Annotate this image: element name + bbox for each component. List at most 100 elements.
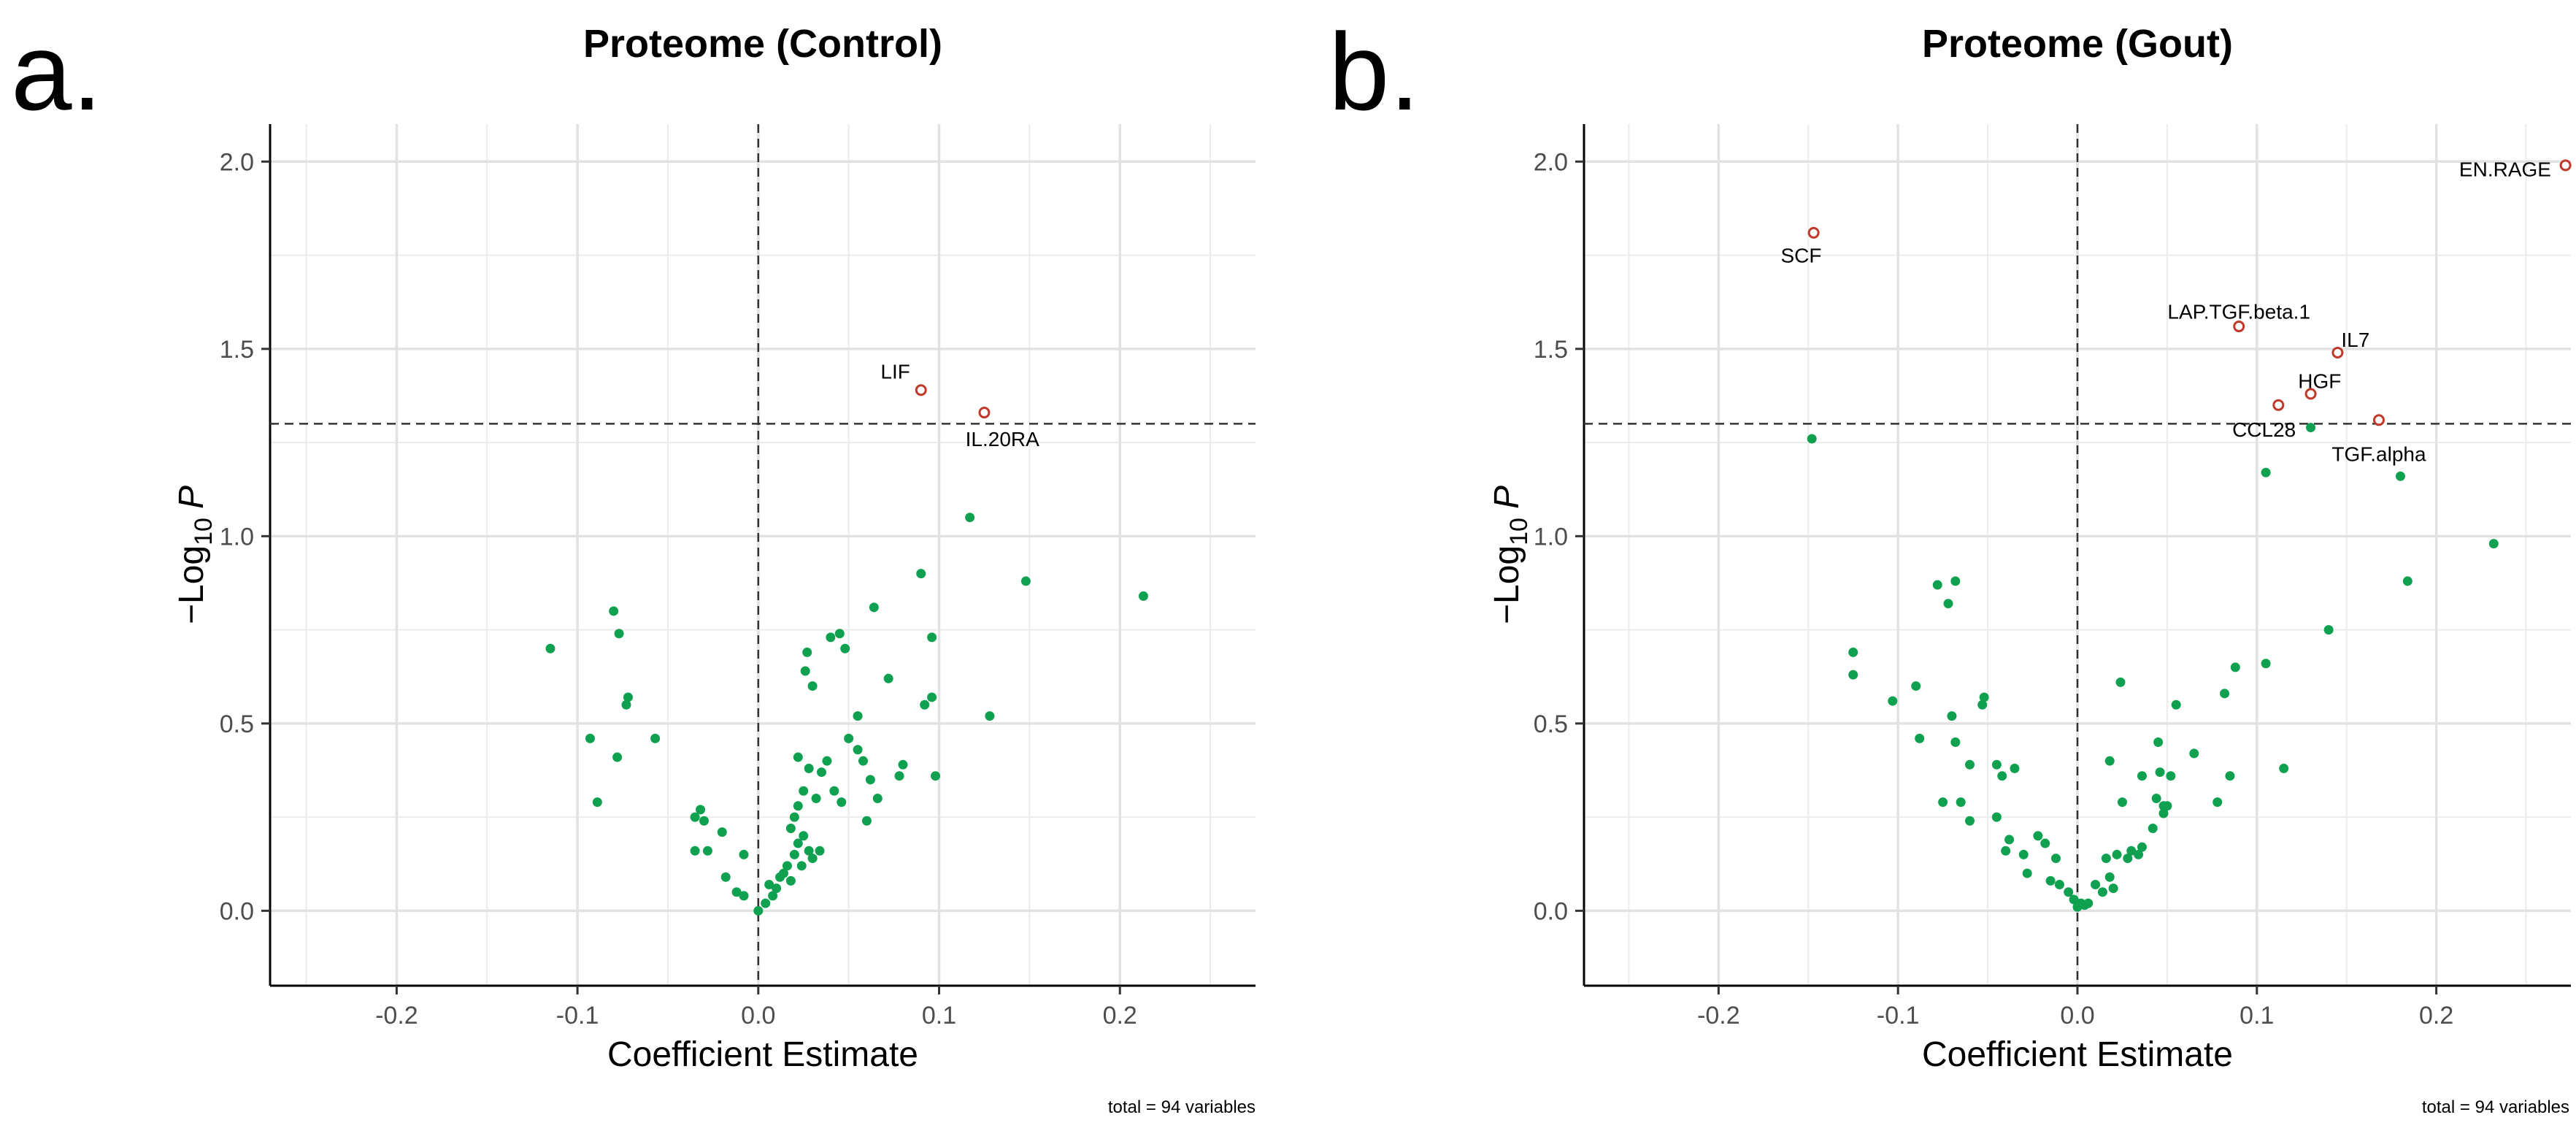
data-point xyxy=(2104,756,2115,766)
panel-control: -0.2 -0.1 0.0 0.1 0.2 0.0 0.5 1.0 1.5 2.0 LIF IL.20… xyxy=(11,10,1256,1117)
data-point xyxy=(2033,831,2043,841)
y-tick-label: 0.5 xyxy=(1534,710,1568,738)
data-point xyxy=(1138,591,1148,601)
data-point xyxy=(690,812,700,822)
y-tick-label: 1.0 xyxy=(1534,523,1568,551)
data-point xyxy=(1938,797,1948,808)
data-point xyxy=(796,861,807,871)
data-point xyxy=(800,666,810,676)
data-point xyxy=(872,793,883,803)
data-point xyxy=(778,868,788,878)
data-point xyxy=(883,673,893,683)
data-point xyxy=(789,849,799,859)
data-point xyxy=(2083,898,2094,908)
y-axis-title-subscript: 10 xyxy=(190,518,218,545)
data-point xyxy=(731,887,742,897)
x-axis-title: Coefficient Estimate xyxy=(1922,1035,2233,1074)
data-point xyxy=(2004,835,2015,845)
data-point xyxy=(761,898,771,908)
data-point xyxy=(2018,849,2029,859)
data-point xyxy=(1807,434,1817,444)
y-tick-label: 1.5 xyxy=(220,336,254,364)
data-point xyxy=(916,569,926,579)
data-point xyxy=(815,846,825,856)
data-point xyxy=(612,752,623,762)
data-point xyxy=(789,812,799,822)
data-point xyxy=(2261,659,2271,669)
data-point xyxy=(2395,471,2405,481)
data-point xyxy=(785,875,796,886)
data-point xyxy=(861,816,872,826)
y-axis-title-prefix: −Log xyxy=(1488,545,1526,624)
data-point xyxy=(822,756,832,766)
data-point xyxy=(2097,887,2107,897)
data-point xyxy=(772,883,782,894)
y-tick-label: 0.0 xyxy=(220,897,254,925)
significant-point xyxy=(2372,414,2385,426)
data-point xyxy=(1965,759,1975,770)
data-point xyxy=(2010,763,2020,773)
data-point xyxy=(793,838,803,848)
y-tick-label: 0.0 xyxy=(1534,897,1568,925)
data-point xyxy=(894,771,904,781)
data-point xyxy=(1977,699,1988,710)
data-point xyxy=(720,872,731,882)
significant-point xyxy=(2559,159,2572,172)
data-point xyxy=(804,763,814,773)
data-point xyxy=(817,767,827,778)
data-point xyxy=(927,632,937,643)
data-point xyxy=(623,692,633,702)
data-point xyxy=(2171,699,2181,710)
data-point xyxy=(844,733,854,743)
point-label: IL7 xyxy=(2341,329,2369,351)
data-point xyxy=(2051,854,2061,864)
y-axis-title-variable: P xyxy=(1488,486,1526,509)
data-point xyxy=(609,606,619,616)
significant-point xyxy=(2331,346,2344,359)
x-tick-label: 0.0 xyxy=(2060,1002,2094,1030)
data-point xyxy=(858,756,868,766)
data-point xyxy=(2126,846,2137,856)
data-point xyxy=(1932,580,1942,590)
data-point xyxy=(2306,423,2316,433)
data-point xyxy=(650,733,661,743)
chart-title: Proteome (Control) xyxy=(583,22,942,66)
variable-count-caption: total = 94 variables xyxy=(2422,1097,2569,1117)
data-point xyxy=(793,801,803,811)
significant-point xyxy=(915,384,927,396)
data-point xyxy=(782,861,792,871)
data-point xyxy=(1956,797,1966,808)
data-point xyxy=(2230,662,2240,672)
variable-count-caption: total = 94 variables xyxy=(1108,1097,1256,1117)
data-point xyxy=(1979,692,1989,702)
data-point xyxy=(2022,868,2032,878)
data-point xyxy=(545,643,555,653)
data-point xyxy=(614,629,624,639)
data-point xyxy=(2069,894,2079,905)
data-point xyxy=(764,879,774,889)
data-point xyxy=(2134,849,2144,859)
data-point xyxy=(2212,797,2223,808)
data-point xyxy=(690,846,700,856)
point-label: LAP.TGF.beta.1 xyxy=(2167,301,2310,323)
data-point xyxy=(1991,759,2002,770)
panel-gout: -0.2 -0.1 0.0 0.1 0.2 0.0 0.5 1.0 1.5 2.0 EN.RAGE S… xyxy=(1329,10,2572,1117)
y-axis-title-prefix: −Log xyxy=(172,545,211,624)
data-point xyxy=(927,692,937,702)
x-tick-label: 0.1 xyxy=(2239,1002,2274,1030)
significant-point xyxy=(1807,226,1820,239)
significant-point xyxy=(2272,399,2285,411)
data-point xyxy=(837,797,847,808)
data-point xyxy=(2189,748,2199,759)
panel-letter: b. xyxy=(1329,10,1420,133)
point-label: LIF xyxy=(880,361,910,383)
x-tick-label: 0.0 xyxy=(741,1002,775,1030)
y-tick-label: 1.5 xyxy=(1534,336,1568,364)
data-point xyxy=(696,805,706,815)
data-point xyxy=(1911,681,1921,691)
data-point xyxy=(2220,689,2230,699)
data-point xyxy=(920,699,930,710)
data-point xyxy=(2001,846,2011,856)
data-point xyxy=(1950,576,1961,586)
data-point xyxy=(739,849,749,859)
